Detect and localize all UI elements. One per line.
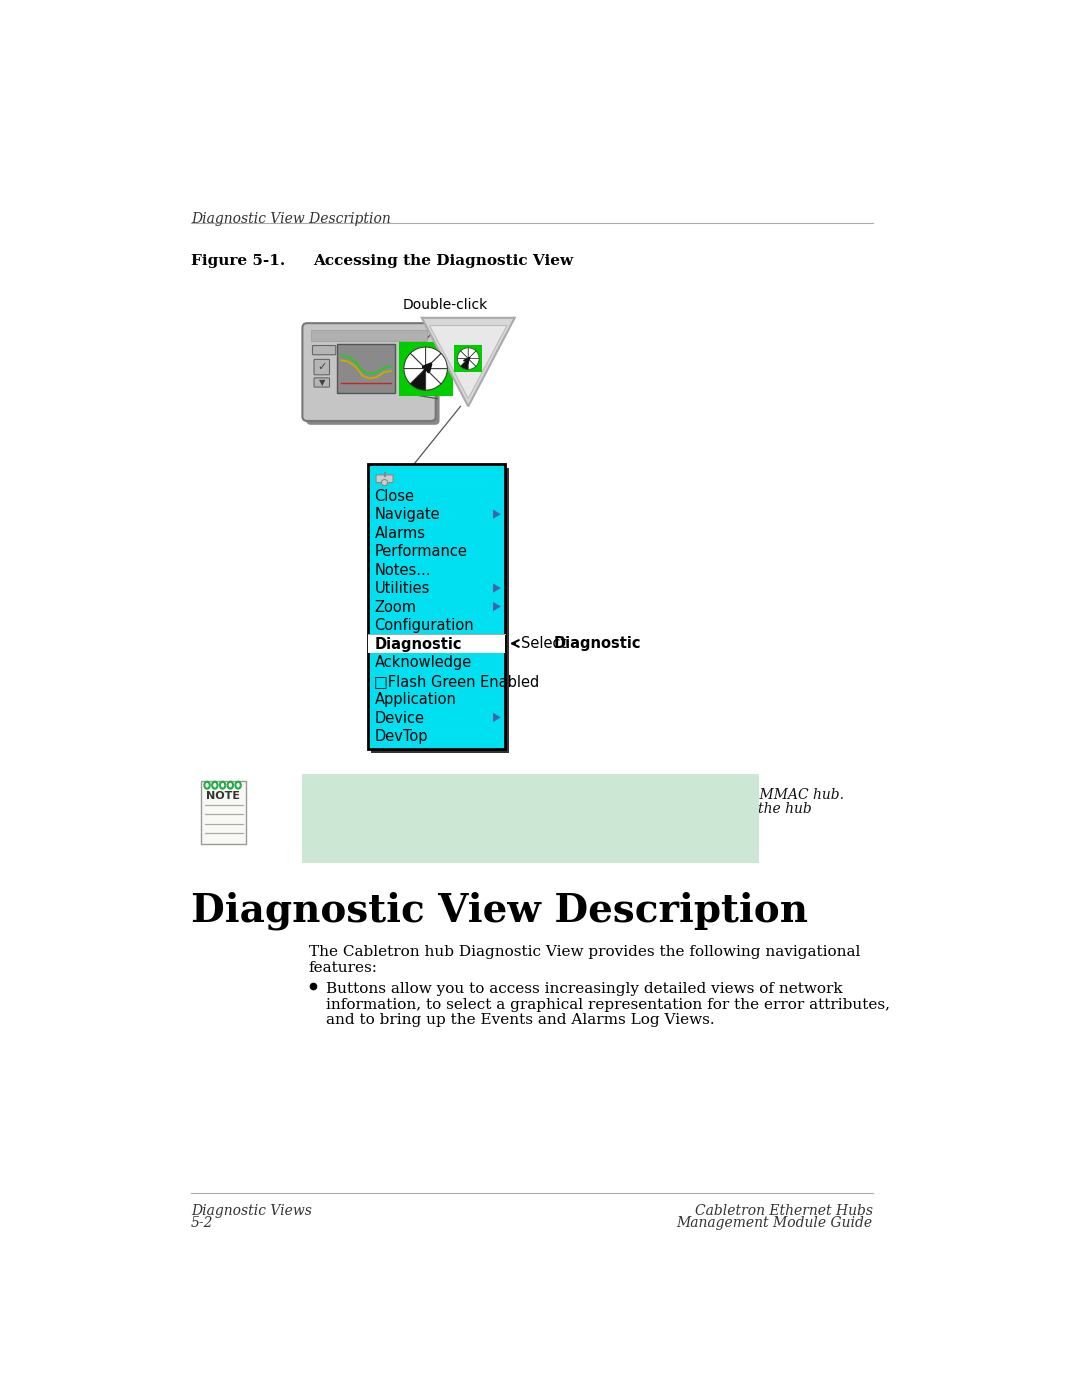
Wedge shape xyxy=(404,353,426,369)
Text: and to bring up the Events and Alarms Log Views.: and to bring up the Events and Alarms Lo… xyxy=(326,1013,714,1027)
Text: Diagnostic View Description: Diagnostic View Description xyxy=(191,891,808,930)
Circle shape xyxy=(381,479,388,486)
Text: Performance View instead.: Performance View instead. xyxy=(310,816,499,830)
Text: Diagnostic: Diagnostic xyxy=(554,636,642,651)
Text: Performance: Performance xyxy=(375,545,468,559)
Wedge shape xyxy=(410,346,426,369)
Polygon shape xyxy=(494,510,501,518)
Text: 5-2: 5-2 xyxy=(191,1217,214,1231)
Text: Figure 5-1.: Figure 5-1. xyxy=(191,254,285,268)
FancyBboxPatch shape xyxy=(302,323,435,420)
Text: □Flash Green Enabled: □Flash Green Enabled xyxy=(375,673,540,689)
Text: DevTop: DevTop xyxy=(375,729,428,745)
Wedge shape xyxy=(426,353,447,369)
Polygon shape xyxy=(430,326,507,398)
Text: ✓: ✓ xyxy=(318,362,326,372)
Wedge shape xyxy=(469,351,480,359)
Polygon shape xyxy=(494,602,501,610)
Bar xyxy=(368,634,504,652)
Wedge shape xyxy=(426,369,441,390)
Text: Accessing the Diagnostic View: Accessing the Diagnostic View xyxy=(313,254,573,268)
Text: Double-click: Double-click xyxy=(403,299,488,313)
Bar xyxy=(372,468,510,753)
Text: Following the procedure to open the Diagnostic View will open the hub: Following the procedure to open the Diag… xyxy=(310,802,812,816)
Bar xyxy=(367,464,505,749)
Wedge shape xyxy=(458,359,469,366)
Text: Zoom: Zoom xyxy=(375,599,417,615)
Text: Cabletron Ethernet Hubs: Cabletron Ethernet Hubs xyxy=(694,1204,873,1218)
Wedge shape xyxy=(469,359,476,369)
Text: The Cabletron hub Diagnostic View provides the following navigational: The Cabletron hub Diagnostic View provid… xyxy=(309,946,860,960)
Polygon shape xyxy=(422,317,515,407)
Wedge shape xyxy=(460,359,469,369)
Wedge shape xyxy=(404,369,426,384)
Text: Utilities: Utilities xyxy=(375,581,430,597)
Text: NOTE: NOTE xyxy=(206,791,241,800)
Bar xyxy=(302,774,759,863)
FancyBboxPatch shape xyxy=(376,475,393,482)
FancyBboxPatch shape xyxy=(337,344,394,393)
Bar xyxy=(455,345,482,373)
Text: Acknowledge: Acknowledge xyxy=(375,655,472,671)
Bar xyxy=(399,342,453,395)
FancyBboxPatch shape xyxy=(311,330,428,341)
Wedge shape xyxy=(410,369,426,390)
Wedge shape xyxy=(426,346,441,369)
Wedge shape xyxy=(426,369,447,384)
Text: Configuration: Configuration xyxy=(375,619,474,633)
Text: ▼: ▼ xyxy=(319,379,325,387)
Wedge shape xyxy=(460,348,469,359)
Polygon shape xyxy=(494,584,501,592)
Text: Diagnostic View Description: Diagnostic View Description xyxy=(191,212,391,226)
Wedge shape xyxy=(469,348,476,359)
Text: Select: Select xyxy=(521,636,571,651)
FancyBboxPatch shape xyxy=(312,345,336,355)
Text: Application: Application xyxy=(375,692,457,707)
Wedge shape xyxy=(458,351,469,359)
Text: information, to select a graphical representation for the error attributes,: information, to select a graphical repre… xyxy=(326,997,890,1011)
Text: There is no Diagnostic View for the IRBM, IRM2, IRM3, or MiniMMAC hub.: There is no Diagnostic View for the IRBM… xyxy=(310,788,845,802)
Bar xyxy=(201,781,246,844)
Text: Diagnostic: Diagnostic xyxy=(375,637,462,652)
Wedge shape xyxy=(469,359,480,366)
FancyBboxPatch shape xyxy=(314,359,329,374)
Text: Notes...: Notes... xyxy=(375,563,431,578)
Text: Buttons allow you to access increasingly detailed views of network: Buttons allow you to access increasingly… xyxy=(326,982,842,996)
Polygon shape xyxy=(494,712,501,722)
FancyBboxPatch shape xyxy=(314,377,329,387)
FancyBboxPatch shape xyxy=(307,327,440,425)
Text: Alarms: Alarms xyxy=(375,525,426,541)
Text: Close: Close xyxy=(375,489,415,504)
Text: Navigate: Navigate xyxy=(375,507,441,522)
Text: Device: Device xyxy=(375,711,424,725)
Text: features:: features: xyxy=(309,961,378,975)
Text: Management Module Guide: Management Module Guide xyxy=(677,1217,873,1231)
Text: Diagnostic Views: Diagnostic Views xyxy=(191,1204,312,1218)
